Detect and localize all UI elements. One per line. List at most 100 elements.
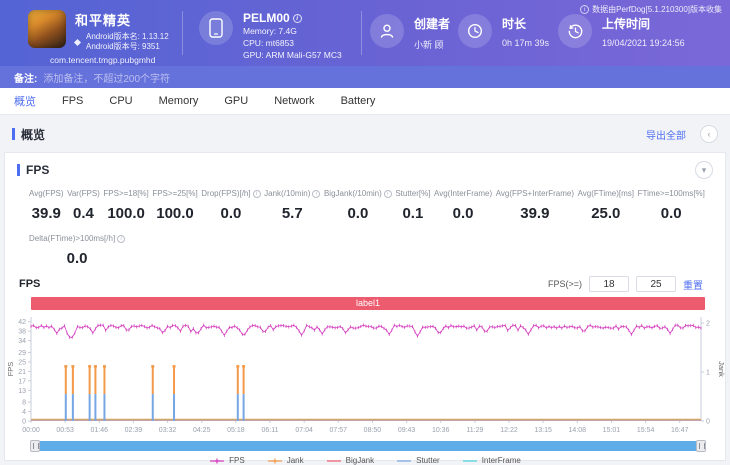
tab-Network[interactable]: Network <box>274 95 315 107</box>
stat-value: 5.7 <box>281 205 303 222</box>
range-handle-left[interactable] <box>30 440 40 452</box>
device-memory: Memory: 7.4G <box>243 26 297 36</box>
collapse-down-button[interactable]: ▾ <box>695 161 713 179</box>
svg-text:0: 0 <box>706 419 710 426</box>
info-icon[interactable]: i <box>383 190 392 198</box>
stat-Var(FPS): Var(FPS) 0.4 <box>67 189 100 222</box>
upload-time-block: 上传时间 19/04/2021 19:24:56 <box>558 0 685 66</box>
header-divider <box>361 11 362 55</box>
annotation-band-label1[interactable]: label1 <box>31 297 705 310</box>
range-handle-right[interactable] <box>696 440 706 452</box>
creator-block: 创建者 小新 顾 <box>362 0 458 66</box>
svg-text:00:00: 00:00 <box>22 427 40 434</box>
section-accent-bar <box>12 128 15 140</box>
note-placeholder: 添加备注，不超过200个字符 <box>43 73 171 85</box>
stat-label: Avg(InterFrame) <box>434 189 493 198</box>
duration-label: 时长 <box>502 17 527 31</box>
duration-value: 0h 17m 39s <box>502 38 550 48</box>
stat-label: Avg(FPS) <box>29 189 64 198</box>
collapse-left-button[interactable]: ‹ <box>700 125 718 143</box>
tab-Memory[interactable]: Memory <box>158 95 199 107</box>
stat-Delta(FTime)>100ms[/h]: Delta(FTime)>100ms[/h] i 0.0 <box>29 234 126 267</box>
section-tab-bar: 概览 FPS CPU Memory GPU Network Battery <box>0 88 730 115</box>
svg-text:12:22: 12:22 <box>500 427 518 434</box>
svg-text:03:32: 03:32 <box>159 427 177 434</box>
svg-text:13:15: 13:15 <box>534 427 552 434</box>
section-accent-bar <box>17 164 20 176</box>
stat-Jank(/10min): Jank(/10min) i 5.7 <box>264 189 321 222</box>
reset-button[interactable]: 重置 <box>683 280 703 292</box>
stat-FPS>=18[%]: FPS>=18[%] 100.0 <box>103 189 148 222</box>
svg-text:13: 13 <box>18 388 26 395</box>
tab-CPU[interactable]: CPU <box>109 95 133 107</box>
stat-label: Avg(FPS+InterFrame) <box>495 189 575 198</box>
fps-panel-title: FPS <box>26 163 50 177</box>
fps-threshold-low-input[interactable] <box>589 276 629 292</box>
person-icon <box>370 14 404 48</box>
stat-label: Drop(FPS)[/h] i <box>201 189 261 198</box>
fps-panel: FPS ▾ Avg(FPS) 39.9 Var(FPS) 0.4 FPS>=18[%] 1… <box>4 152 726 465</box>
upload-value: 19/04/2021 19:24:56 <box>602 38 685 48</box>
svg-text:08:50: 08:50 <box>364 427 382 434</box>
svg-text:07:57: 07:57 <box>330 427 348 434</box>
clock-icon <box>458 14 492 48</box>
svg-text:21: 21 <box>18 369 26 376</box>
tab-Battery[interactable]: Battery <box>340 95 376 107</box>
note-bar[interactable]: 备注: 添加备注，不超过200个字符 <box>0 66 730 88</box>
svg-text:17: 17 <box>18 378 26 385</box>
svg-text:15:54: 15:54 <box>637 427 655 434</box>
stat-value: 39.9 <box>520 205 550 222</box>
fps-threshold-label: FPS(>=) <box>547 279 582 289</box>
fps-threshold-high-input[interactable] <box>636 276 676 292</box>
report-header: 和平精英 Android版本名: 1.13.12 Android版本号: 935… <box>0 0 730 66</box>
perfdog-version-note: i 数据由PerfDog[5.1.210300]版本收集 <box>580 4 722 15</box>
stat-label: FTime>=100ms[%] <box>637 189 705 198</box>
stat-value: 0.0 <box>452 205 474 222</box>
tab-GPU[interactable]: GPU <box>224 95 249 107</box>
stat-value: 0.0 <box>66 250 88 267</box>
svg-text:4: 4 <box>22 409 26 416</box>
header-divider <box>182 11 183 55</box>
app-version-code: Android版本号: 9351 <box>86 42 160 51</box>
stat-value: 0.0 <box>660 205 682 222</box>
info-icon[interactable]: i <box>252 190 261 198</box>
stat-FTime>=100ms[%]: FTime>=100ms[%] 0.0 <box>638 189 705 222</box>
svg-text:11:29: 11:29 <box>466 427 483 434</box>
stat-value: 100.0 <box>156 205 194 222</box>
app-info-block: 和平精英 Android版本名: 1.13.12 Android版本号: 935… <box>0 0 182 66</box>
tab-FPS[interactable]: FPS <box>62 95 84 107</box>
stat-label: Delta(FTime)>100ms[/h] i <box>29 234 126 243</box>
duration-block: 时长 0h 17m 39s <box>458 0 558 66</box>
svg-text:2: 2 <box>706 321 710 328</box>
device-gpu: GPU: ARM Mali-G57 MC3 <box>243 50 342 60</box>
svg-text:1: 1 <box>706 370 710 377</box>
svg-text:02:39: 02:39 <box>125 427 143 434</box>
app-package: com.tencent.tmgp.pubgmhd <box>50 55 156 65</box>
svg-text:00:53: 00:53 <box>56 427 74 434</box>
stat-value: 0.4 <box>73 205 94 222</box>
device-model: PELM00 <box>243 11 290 25</box>
stat-BigJank(/10min): BigJank(/10min) i 0.0 <box>324 189 392 222</box>
device-cpu: CPU: mt6853 <box>243 38 295 48</box>
tab-概览[interactable]: 概览 <box>14 96 36 108</box>
export-all-link[interactable]: 导出全部 <box>646 130 686 142</box>
chart-range-scrollbar[interactable] <box>30 440 706 452</box>
info-icon[interactable]: i <box>312 190 321 198</box>
app-version-name: Android版本名: 1.13.12 <box>86 32 169 41</box>
history-clock-icon <box>558 14 592 48</box>
stat-label: Stutter[%] <box>395 189 431 198</box>
svg-text:FPS: FPS <box>6 362 15 377</box>
stat-label: FPS>=18[%] <box>103 189 149 198</box>
note-label: 备注: <box>14 73 38 85</box>
device-info-icon[interactable]: i <box>292 13 302 23</box>
info-icon[interactable]: i <box>117 235 126 243</box>
stat-value: 25.0 <box>591 205 621 222</box>
svg-text:07:04: 07:04 <box>295 427 313 434</box>
stat-Avg(FPS+InterFrame): Avg(FPS+InterFrame) 39.9 <box>496 189 574 222</box>
svg-text:10:36: 10:36 <box>432 427 450 434</box>
svg-text:42: 42 <box>18 319 26 326</box>
svg-text:29: 29 <box>18 350 26 357</box>
upload-label: 上传时间 <box>602 17 651 31</box>
stat-value: 0.1 <box>402 205 424 222</box>
